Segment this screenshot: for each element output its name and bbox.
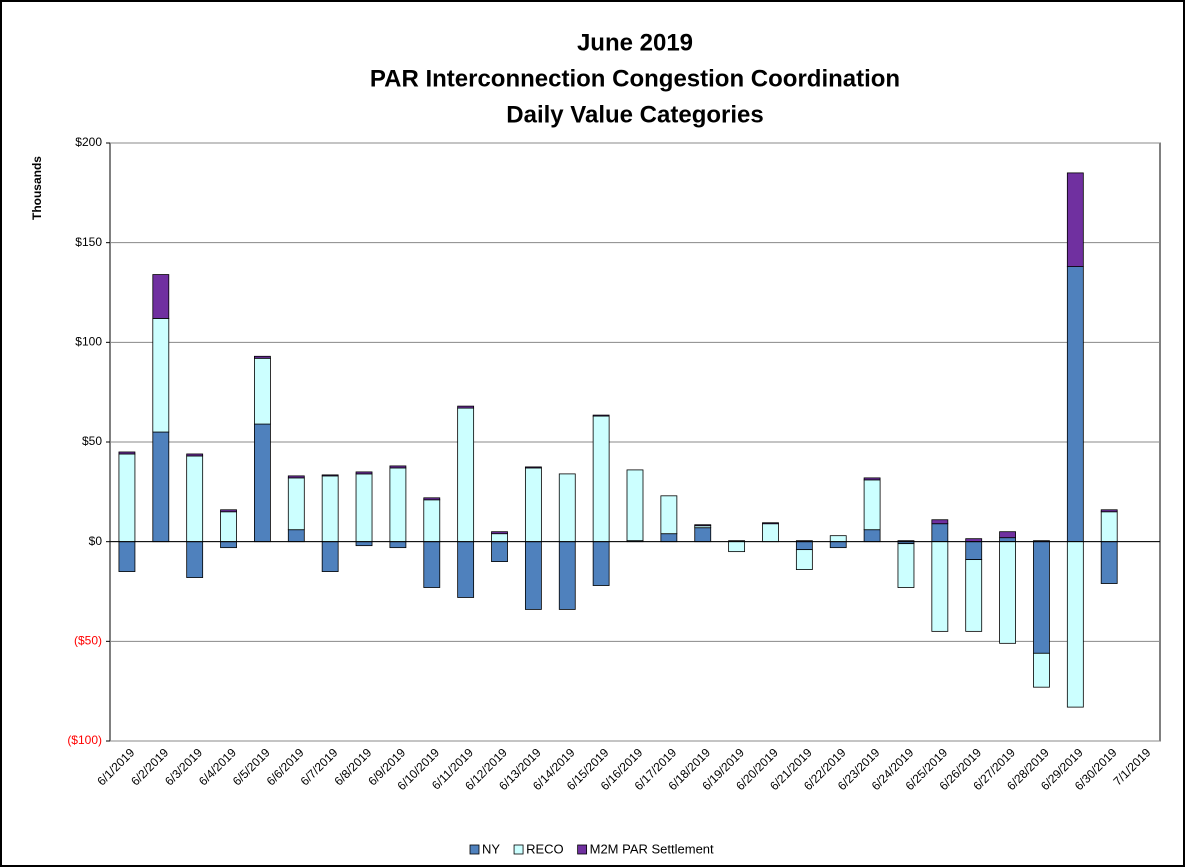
bar: [186, 541, 204, 578]
bar: [457, 405, 475, 409]
bar: [931, 523, 949, 543]
bar: [762, 523, 779, 543]
bar: [491, 531, 508, 535]
bar: [457, 541, 475, 598]
bar: [254, 357, 271, 425]
bar: [863, 529, 881, 543]
bar: [829, 535, 847, 543]
bar: [118, 453, 136, 543]
bar: [287, 475, 305, 479]
bar: [152, 431, 170, 543]
y-tick-label: $50: [82, 434, 102, 448]
bar: [152, 274, 170, 319]
bar: [863, 477, 881, 481]
bar: [965, 541, 983, 561]
bar: [389, 541, 407, 549]
bar: [931, 519, 949, 525]
bar: [321, 541, 339, 572]
bar: [694, 527, 712, 543]
bar: [999, 537, 1016, 543]
legend-swatch: [577, 844, 588, 855]
bar: [321, 474, 339, 477]
bar: [999, 541, 1016, 644]
chart-title: June 2019: [577, 29, 693, 56]
bar: [524, 541, 542, 610]
bar: [558, 473, 576, 543]
bar: [1066, 266, 1084, 543]
bar: [423, 497, 441, 501]
bar: [186, 453, 204, 457]
bar: [762, 522, 779, 525]
y-axis-title: Thousands: [30, 156, 44, 220]
y-tick-label: ($50): [74, 634, 102, 648]
chart-title: Daily Value Categories: [506, 101, 763, 128]
y-tick-label: $150: [75, 235, 102, 249]
bar: [287, 477, 305, 531]
bar: [321, 475, 339, 543]
bar: [491, 533, 508, 543]
y-tick-label: $200: [75, 135, 102, 149]
legend-label: M2M PAR Settlement: [590, 841, 714, 856]
bar: [423, 541, 441, 588]
bar: [254, 355, 271, 359]
chart-title: PAR Interconnection Congestion Coordinat…: [370, 65, 900, 92]
bar: [897, 543, 915, 588]
bar: [795, 549, 813, 570]
bar: [829, 541, 847, 549]
legend-label: NY: [482, 841, 500, 856]
bar: [1066, 541, 1084, 708]
bar: [491, 541, 508, 563]
bar: [558, 541, 576, 610]
bar: [660, 495, 678, 535]
bar: [118, 541, 136, 572]
legend-label: RECO: [526, 841, 564, 856]
bar: [694, 524, 712, 527]
legend-swatch: [513, 844, 524, 855]
bar: [728, 541, 746, 553]
bar: [626, 469, 644, 542]
legend-swatch: [469, 844, 480, 855]
bar: [287, 529, 305, 543]
y-tick-label: $100: [75, 335, 102, 349]
bar: [220, 541, 237, 549]
bar: [1100, 511, 1118, 543]
y-tick-label: $0: [89, 534, 103, 548]
bar: [355, 473, 373, 543]
bar: [254, 423, 271, 543]
bar: [220, 509, 237, 513]
y-tick-label: ($100): [67, 733, 102, 747]
bar: [152, 318, 170, 433]
bar: [592, 414, 610, 417]
bar: [355, 541, 373, 547]
bar: [1033, 541, 1050, 654]
bar: [220, 511, 237, 543]
bar: [423, 499, 441, 543]
bar: [389, 465, 407, 469]
bar: [118, 451, 136, 455]
bar: [1100, 509, 1118, 513]
bar: [592, 541, 610, 586]
bar: [999, 531, 1016, 539]
bar: [965, 559, 983, 632]
bar: [186, 455, 204, 543]
bar: [457, 407, 475, 543]
bar: [524, 467, 542, 543]
bar: [1066, 172, 1084, 267]
bar: [660, 533, 678, 543]
bar: [524, 466, 542, 469]
bar: [355, 471, 373, 475]
bar: [1033, 652, 1050, 688]
bar: [795, 541, 813, 551]
bar: [1100, 541, 1118, 584]
bar: [931, 541, 949, 632]
bar: [863, 479, 881, 531]
bar: [389, 467, 407, 543]
bar: [592, 415, 610, 543]
